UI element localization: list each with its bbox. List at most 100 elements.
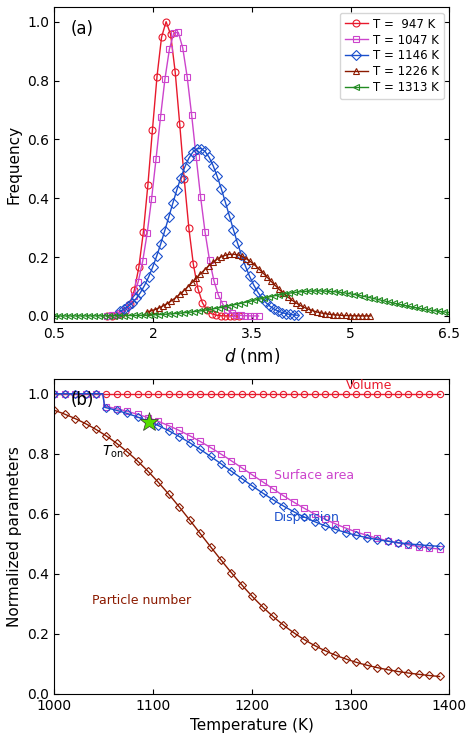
T =  947 K [104,312,110,320]
T = 1047 K [216,291,221,300]
T = 1047 K [144,229,150,238]
T = 1226 K [185,282,191,291]
T = 1047 K [220,300,226,309]
X-axis label: Temperature (K): Temperature (K) [190,718,314,733]
T = 1146 K [275,306,281,315]
T = 1146 K [126,302,131,311]
T =  947 K [209,309,214,318]
T = 1146 K [178,173,184,182]
T =  947 K [177,120,182,129]
T = 1146 K [235,238,240,247]
T = 1313 K [407,302,412,311]
T = 1146 K [134,294,139,303]
X-axis label: $d$ (nm): $d$ (nm) [224,346,280,366]
T = 1313 K [317,286,322,295]
T = 1047 K [238,311,244,320]
T = 1047 K [193,152,199,161]
Text: Particle number: Particle number [92,593,191,607]
T = 1313 K [327,287,332,296]
T = 1146 K [227,212,232,221]
T =  947 K [145,180,151,189]
T =  947 K [122,306,128,315]
T = 1146 K [166,213,172,222]
T =  947 K [109,312,114,320]
T = 1146 K [238,251,244,260]
T =  947 K [204,306,210,314]
T = 1146 K [129,298,135,307]
T = 1047 K [225,306,230,314]
T = 1047 K [104,312,110,320]
T =  947 K [195,284,201,293]
T =  947 K [182,175,187,184]
T = 1047 K [109,311,114,320]
T = 1146 K [194,144,200,153]
T = 1146 K [182,162,188,171]
T = 1047 K [166,44,172,53]
T =  947 K [113,311,119,320]
T = 1226 K [368,312,374,320]
T = 1146 K [170,199,175,208]
T =  947 K [150,125,155,134]
T = 1047 K [229,309,235,317]
T = 1146 K [287,310,293,319]
T = 1146 K [146,273,151,282]
T = 1146 K [186,154,192,163]
T = 1047 K [211,277,217,286]
T =  947 K [168,30,173,39]
Line: T = 1146 K: T = 1146 K [117,145,301,319]
T = 1047 K [198,192,203,201]
T = 1146 K [259,293,264,302]
Line: T = 1047 K: T = 1047 K [104,29,262,320]
Text: (b): (b) [70,391,93,409]
T = 1146 K [246,272,252,280]
T = 1047 K [113,310,119,319]
T = 1226 K [169,296,174,305]
T = 1047 K [136,278,141,286]
T = 1226 K [227,250,232,259]
T = 1047 K [162,75,168,84]
T = 1047 K [122,306,128,314]
T = 1146 K [251,280,256,289]
T =  947 K [186,223,191,232]
T = 1047 K [158,112,164,121]
T = 1146 K [158,240,164,249]
T = 1047 K [233,310,239,319]
T = 1146 K [283,309,289,318]
T = 1146 K [142,281,147,290]
T =  947 K [154,72,160,81]
T = 1313 K [227,301,232,310]
T = 1146 K [210,161,216,170]
T = 1146 K [198,144,204,153]
T = 1146 K [118,306,123,315]
T = 1047 K [171,28,177,37]
T =  947 K [213,311,219,320]
T =  947 K [200,298,205,307]
Text: Dispersion: Dispersion [273,511,339,524]
Line: T =  947 K: T = 947 K [104,18,242,320]
T = 1047 K [242,312,248,320]
T = 1047 K [127,300,132,309]
T = 1226 K [231,250,237,259]
T = 1047 K [118,309,123,317]
T =  947 K [236,312,242,320]
Line: T = 1313 K: T = 1313 K [51,287,453,320]
T =  947 K [118,309,124,318]
T = 1047 K [140,257,146,266]
T = 1146 K [219,184,224,193]
Y-axis label: Normalized parameters: Normalized parameters [7,445,22,627]
Text: (a): (a) [70,19,93,38]
T = 1146 K [214,172,220,181]
T = 1047 K [202,228,208,237]
T = 1146 K [154,252,159,261]
T = 1313 K [307,286,312,295]
T = 1226 K [198,269,203,278]
T =  947 K [231,312,237,320]
Line: T = 1226 K: T = 1226 K [143,251,374,320]
T = 1146 K [202,147,208,156]
Legend: T =  947 K, T = 1047 K, T = 1146 K, T = 1226 K, T = 1313 K: T = 947 K, T = 1047 K, T = 1146 K, T = 1… [340,13,444,99]
T = 1146 K [263,298,269,307]
T =  947 K [227,312,233,320]
T = 1146 K [121,305,127,314]
T = 1047 K [131,292,137,300]
T = 1047 K [175,28,181,37]
